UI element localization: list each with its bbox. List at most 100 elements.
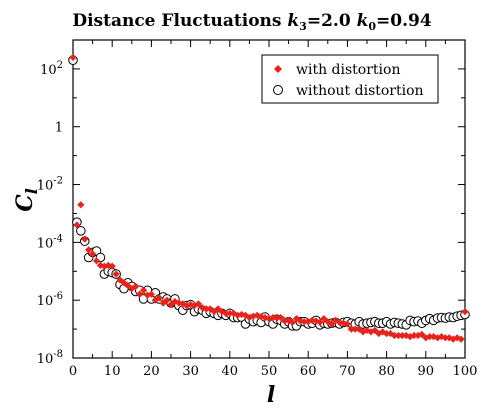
legend-box xyxy=(261,54,439,104)
point-with-distortion xyxy=(210,308,218,316)
legend-marker-without-distortion xyxy=(273,85,283,95)
x-tick-labels: 0 10 20 30 40 50 60 70 80 90 100 xyxy=(69,364,478,379)
title-k3-sub: 3 xyxy=(299,20,307,33)
title-k0-value: =0.94 xyxy=(376,11,432,31)
y-tick-label: 10-6 xyxy=(37,291,63,309)
y-tick-label: 102 xyxy=(40,60,63,78)
title-k3-value: =2.0 xyxy=(307,11,357,31)
point-with-distortion xyxy=(328,320,336,328)
point-with-distortion xyxy=(426,332,434,341)
title-k3-symbol: k xyxy=(287,11,299,31)
legend-marker-with-distortion xyxy=(274,65,282,73)
point-with-distortion xyxy=(332,316,340,324)
x-tick-label: 20 xyxy=(143,364,160,379)
point-with-distortion xyxy=(163,296,171,304)
point-with-distortion xyxy=(383,329,391,338)
x-tick-label: 30 xyxy=(182,364,199,379)
point-with-distortion xyxy=(249,312,257,320)
point-with-distortion xyxy=(386,329,395,338)
point-with-distortion xyxy=(343,320,351,328)
point-with-distortion xyxy=(285,316,293,324)
point-with-distortion xyxy=(355,325,363,333)
point-with-distortion xyxy=(206,305,214,313)
point-with-distortion xyxy=(187,301,195,309)
point-with-distortion xyxy=(112,270,120,278)
point-with-distortion xyxy=(351,325,359,333)
legend-label-without-distortion: without distortion xyxy=(296,83,424,99)
x-axis-label: l xyxy=(267,382,275,408)
x-tick-label: 40 xyxy=(222,364,239,379)
point-with-distortion xyxy=(414,331,422,340)
title-main: Distance Fluctuations xyxy=(72,11,287,31)
point-with-distortion xyxy=(441,334,449,342)
x-tick-label: 50 xyxy=(261,364,278,379)
point-with-distortion xyxy=(296,317,304,325)
point-with-distortion xyxy=(73,221,81,229)
point-with-distortion xyxy=(371,326,379,335)
point-with-distortion xyxy=(222,309,230,317)
x-tick-label: 60 xyxy=(300,364,317,379)
series-with-distortion xyxy=(69,53,469,343)
chart-title: Distance Fluctuations k3=2.0 k0=0.94 xyxy=(72,11,432,33)
point-with-distortion xyxy=(390,331,399,340)
x-tick-label: 100 xyxy=(453,364,478,379)
point-with-distortion xyxy=(230,309,238,317)
x-tick-label: 90 xyxy=(418,364,435,379)
point-with-distortion xyxy=(253,311,261,319)
point-with-distortion xyxy=(81,235,89,243)
point-with-distortion xyxy=(394,331,402,340)
point-with-distortion xyxy=(202,305,210,313)
x-tick-label: 70 xyxy=(339,364,356,379)
point-with-distortion xyxy=(198,304,206,312)
point-with-distortion xyxy=(69,53,77,62)
point-with-distortion xyxy=(179,300,187,308)
y-axis-label-main: C xyxy=(12,194,38,212)
point-with-distortion xyxy=(100,262,108,270)
y-axis-label: Cl xyxy=(12,188,41,212)
point-with-distortion xyxy=(261,313,269,322)
axis-ticks xyxy=(72,40,466,359)
y-tick-label: 10-4 xyxy=(37,233,63,251)
point-with-distortion xyxy=(108,262,116,270)
point-with-distortion xyxy=(410,331,418,340)
point-with-distortion xyxy=(124,281,132,290)
point-with-distortion xyxy=(269,313,277,322)
point-with-distortion xyxy=(136,290,144,298)
legend: with distortion without distortion xyxy=(261,54,439,104)
point-with-distortion xyxy=(422,334,430,342)
x-tick-label: 80 xyxy=(378,364,395,379)
point-with-distortion xyxy=(339,319,348,327)
point-with-distortion xyxy=(85,246,93,254)
point-with-distortion xyxy=(277,313,285,322)
point-with-distortion xyxy=(461,308,469,316)
y-axis-label-sub: l xyxy=(22,188,41,194)
x-tick-label: 0 xyxy=(69,364,77,379)
point-with-distortion xyxy=(304,318,312,326)
point-with-distortion xyxy=(418,330,426,339)
y-tick-label: 1 xyxy=(55,121,63,136)
legend-label-with-distortion: with distortion xyxy=(296,62,400,78)
point-with-distortion xyxy=(453,334,461,342)
point-with-distortion xyxy=(359,328,367,336)
point-with-distortion xyxy=(226,309,234,317)
y-tick-labels: 102 1 10-2 10-4 10-6 10-8 xyxy=(37,60,63,367)
point-with-distortion xyxy=(92,257,101,265)
point-with-distortion xyxy=(457,335,465,343)
title-k0-symbol: k xyxy=(357,11,369,31)
point-with-distortion xyxy=(241,311,250,319)
point-with-distortion xyxy=(96,261,105,269)
point-with-distortion xyxy=(257,313,265,321)
point-with-distortion xyxy=(89,250,97,258)
point-with-distortion xyxy=(324,318,332,326)
point-with-distortion xyxy=(147,290,155,298)
point-with-distortion xyxy=(347,325,355,333)
point-with-distortion xyxy=(398,331,406,340)
point-with-distortion xyxy=(234,311,242,319)
point-without-distortion xyxy=(76,226,86,236)
point-with-distortion xyxy=(214,305,222,313)
point-with-distortion xyxy=(139,286,148,294)
point-with-distortion xyxy=(312,317,320,325)
x-tick-label: 10 xyxy=(104,364,121,379)
title-k0-sub: 0 xyxy=(368,20,376,33)
